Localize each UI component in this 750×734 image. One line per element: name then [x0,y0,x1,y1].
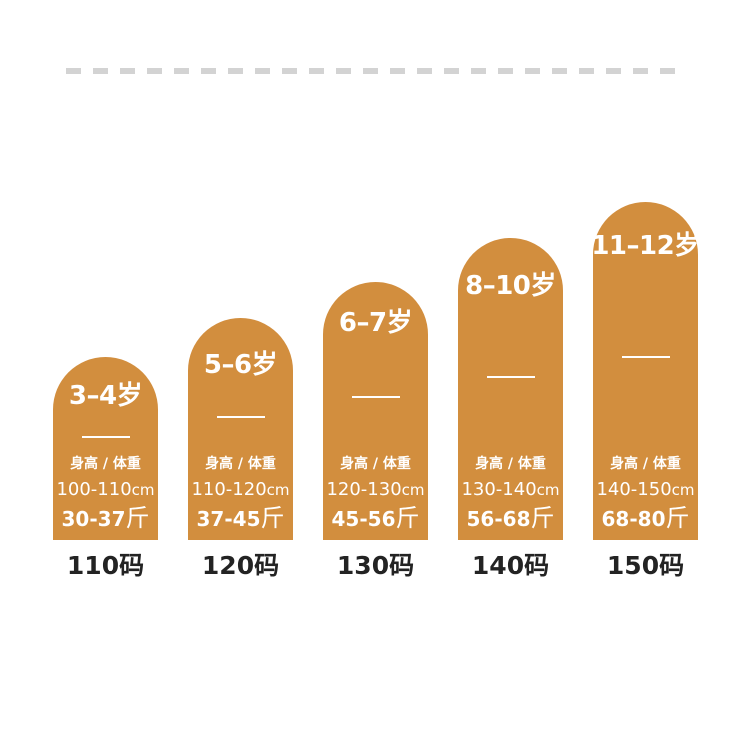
size-code-label: 150码 [606,551,685,580]
height-weight-caption: 身高 / 体重 [610,456,681,472]
age-range-label: 3–4岁 [68,381,143,411]
height-weight-caption: 身高 / 体重 [70,456,141,472]
size-code-label: 120码 [201,551,280,580]
weight-range: 30-37斤 [61,504,150,532]
height-weight-caption: 身高 / 体重 [475,456,546,472]
weight-range: 45-56斤 [331,504,420,532]
age-range-label: 11–12岁 [591,231,700,261]
weight-range: 68-80斤 [601,504,690,532]
size-column-130: 6–7岁 身高 / 体重 120-130cm 45-56斤 [323,282,428,540]
divider-line [81,436,130,438]
divider-line [486,376,535,378]
height-range: 130-140cm [461,479,560,500]
age-range-label: 6–7岁 [338,308,413,338]
size-column-110: 3–4岁 身高 / 体重 100-110cm 30-37斤 [53,357,158,540]
height-range: 140-150cm [596,479,695,500]
height-range: 120-130cm [326,479,425,500]
age-range-label: 8–10岁 [465,271,556,301]
divider-line [621,356,670,358]
measurements-block: 身高 / 体重 130-140cm 56-68斤 [458,452,563,533]
height-weight-caption: 身高 / 体重 [340,456,411,472]
measurements-block: 身高 / 体重 120-130cm 45-56斤 [323,452,428,533]
height-range: 100-110cm [56,479,155,500]
dashed-divider [66,68,684,74]
size-code-label: 140码 [471,551,550,580]
size-code-label: 110码 [66,551,145,580]
height-range: 110-120cm [191,479,290,500]
divider-line [216,416,265,418]
measurements-block: 身高 / 体重 100-110cm 30-37斤 [53,452,158,533]
size-column-140: 8–10岁 身高 / 体重 130-140cm 56-68斤 [458,238,563,540]
measurements-block: 身高 / 体重 110-120cm 37-45斤 [188,452,293,533]
weight-range: 37-45斤 [196,504,285,532]
age-range-label: 5–6岁 [203,350,278,380]
size-column-150: 11–12岁 身高 / 体重 140-150cm 68-80斤 [591,202,700,540]
measurements-block: 身高 / 体重 140-150cm 68-80斤 [593,452,698,533]
size-column-120: 5–6岁 身高 / 体重 110-120cm 37-45斤 [188,318,293,540]
height-weight-caption: 身高 / 体重 [205,456,276,472]
divider-line [351,396,400,398]
weight-range: 56-68斤 [466,504,555,532]
size-code-label: 130码 [336,551,415,580]
